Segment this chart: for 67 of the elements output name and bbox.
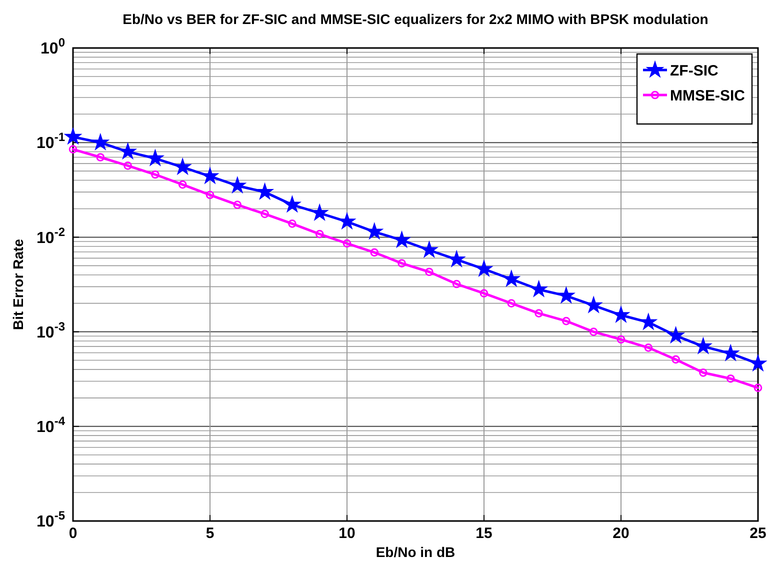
point [425, 268, 434, 276]
point [531, 281, 547, 296]
point [315, 230, 324, 238]
x-tick-label: 15 [476, 525, 492, 542]
point [452, 280, 461, 288]
y-tick-label: 10$^{-3}$ [36, 319, 66, 342]
point [151, 170, 160, 179]
point [558, 288, 574, 303]
point [124, 162, 132, 170]
y-tick-label: 10$^{-2}$ [36, 224, 66, 247]
point [507, 299, 516, 308]
point [257, 184, 273, 199]
point [398, 259, 406, 268]
x-tick-label: 20 [612, 525, 630, 542]
point [96, 153, 105, 162]
point [202, 168, 218, 184]
x-tick-label: 5 [206, 525, 214, 542]
point [284, 196, 300, 212]
point [394, 232, 410, 247]
chart-title: Eb/No vs BER for ZF-SIC and MMSE-SIC equalizers for 2x2 MIMO with BPSK modulation [122, 11, 708, 27]
point [174, 159, 190, 174]
legend-label: ZF-SIC [670, 62, 718, 80]
point [206, 190, 214, 200]
x-tick-label: 25 [750, 525, 766, 542]
point [312, 204, 328, 220]
y-tick-label: 10$^{0}$ [40, 36, 66, 58]
point [65, 128, 81, 144]
point [342, 239, 352, 248]
point [476, 260, 492, 276]
point [534, 309, 543, 318]
point [339, 214, 355, 228]
x-tick-label: 0 [68, 525, 78, 542]
x-axis-title: Eb/No in dB [376, 544, 456, 560]
point [616, 335, 626, 344]
point [178, 180, 187, 189]
point [480, 289, 488, 298]
x-tick-label: 10 [338, 525, 356, 542]
point [668, 328, 684, 342]
y-tick-label: 10$^{-5}$ [36, 508, 66, 531]
point [672, 355, 680, 364]
point [92, 134, 108, 150]
point [370, 248, 379, 257]
point [722, 345, 738, 360]
point [230, 178, 246, 192]
point [120, 144, 136, 158]
point [726, 374, 735, 383]
y-axis-title: Bit Error Rate [10, 238, 26, 330]
point [562, 316, 570, 326]
legend-label: MMSE-SIC [670, 87, 746, 104]
point [750, 356, 766, 370]
point [586, 297, 602, 312]
point [147, 150, 163, 166]
y-tick-label: 10$^{-4}$ [36, 414, 66, 436]
point [421, 242, 437, 257]
point [366, 224, 382, 239]
point [589, 328, 598, 336]
point [644, 343, 653, 352]
point [260, 210, 269, 218]
point [640, 314, 656, 330]
point [613, 307, 629, 322]
point [699, 368, 708, 377]
point [504, 271, 520, 286]
y-tick-label: 10$^{-1}$ [36, 130, 66, 152]
point [288, 220, 296, 228]
point [448, 251, 464, 266]
point [233, 200, 242, 209]
point [695, 338, 711, 354]
